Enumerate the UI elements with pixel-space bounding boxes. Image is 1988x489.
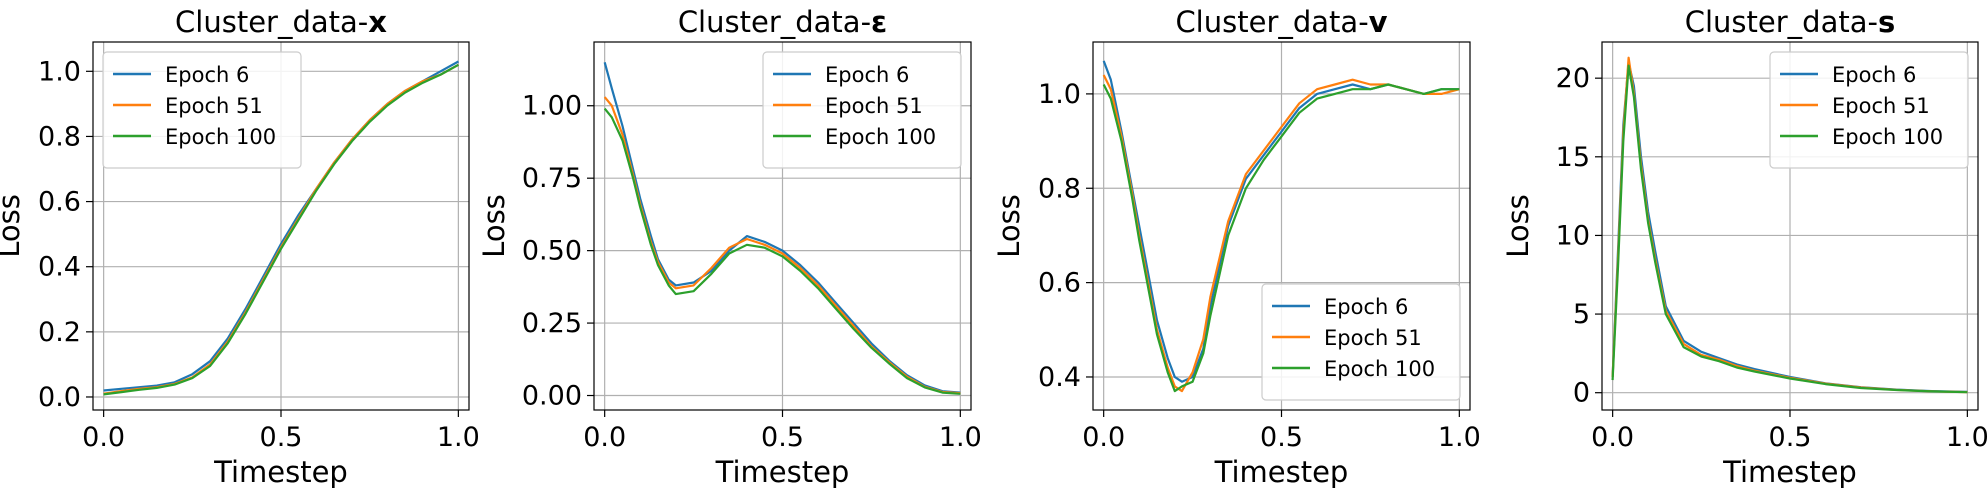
y-tick-label: 1.00 — [522, 91, 582, 122]
chart-panel-4: 0.0 0.5 1.0 0 5 10 15 20 Timestep Loss Cluster_dat… — [1501, 5, 1988, 489]
chart-title: Cluster_data-v — [1175, 5, 1387, 39]
y-axis-label: Loss — [0, 194, 26, 258]
series-line-epoch-100 — [1611, 64, 1968, 394]
chart-title: Cluster_data-ε — [678, 5, 887, 39]
x-axis-label: Timestep — [213, 455, 348, 489]
x-tick-label: 1.0 — [1946, 422, 1988, 453]
y-tick-label: 1.0 — [1038, 79, 1081, 110]
y-tick-label: 0.0 — [38, 382, 81, 413]
y-tick-label: 0.00 — [522, 381, 582, 412]
legend-label: Epoch 6 — [165, 63, 249, 87]
legend-label: Epoch 6 — [825, 63, 909, 87]
x-tick-label: 1.0 — [437, 422, 480, 453]
y-tick-label: 0.4 — [38, 252, 81, 283]
y-tick-label: 0.25 — [522, 308, 582, 339]
y-axis-label: Loss — [1501, 194, 1535, 258]
chart-title-symbol: s — [1878, 5, 1895, 39]
x-tick-label: 0.5 — [761, 422, 804, 453]
y-tick-label: 0.50 — [522, 236, 582, 267]
legend-label: Epoch 100 — [165, 125, 276, 149]
legend-label: Epoch 6 — [1324, 295, 1408, 319]
legend-label: Epoch 51 — [1832, 94, 1930, 118]
x-tick-label: 1.0 — [1438, 422, 1481, 453]
y-tick-label: 0.8 — [1038, 173, 1081, 204]
legend-label: Epoch 100 — [1832, 125, 1943, 149]
y-tick-label: 0.8 — [38, 121, 81, 152]
x-tick-label: 0.5 — [260, 422, 303, 453]
legend: Epoch 6 Epoch 51 Epoch 100 — [1769, 51, 1969, 169]
legend-frame — [102, 51, 302, 169]
y-tick-label: 0.4 — [1038, 362, 1081, 393]
chart-title-prefix: Cluster_data- — [1175, 5, 1368, 39]
y-axis-label: Loss — [992, 194, 1026, 258]
chart-panel-3: 0.0 0.5 1.0 0.4 0.6 0.8 1.0 Timestep Loss Cluster… — [992, 5, 1481, 489]
y-tick-label: 10 — [1556, 220, 1590, 251]
legend: Epoch 6 Epoch 51 Epoch 100 — [102, 51, 302, 169]
legend-label: Epoch 51 — [825, 94, 923, 118]
chart-panel-2: 0.0 0.5 1.0 0.00 0.25 0.50 0.75 1.00 Timestep Los… — [477, 5, 982, 489]
y-axis-label: Loss — [477, 194, 511, 258]
legend-frame — [1769, 51, 1969, 169]
x-axis-label: Timestep — [1214, 455, 1349, 489]
chart-title-symbol: v — [1369, 5, 1388, 39]
x-tick-label: 0.5 — [1769, 422, 1812, 453]
x-tick-label: 0.0 — [1591, 422, 1634, 453]
series-line-epoch-100 — [103, 63, 459, 396]
y-tick-label: 5 — [1573, 299, 1590, 330]
series-line-epoch-6 — [603, 62, 961, 394]
y-tick-label: 0.2 — [38, 317, 81, 348]
chart-title: Cluster_data-x — [175, 5, 387, 39]
chart-title-symbol: x — [368, 5, 387, 39]
y-tick-label: 15 — [1556, 142, 1590, 173]
chart-title-prefix: Cluster_data- — [175, 5, 368, 39]
chart-title-prefix: Cluster_data- — [678, 5, 871, 39]
legend: Epoch 6 Epoch 51 Epoch 100 — [1261, 283, 1461, 401]
chart-title-prefix: Cluster_data- — [1685, 5, 1878, 39]
x-tick-label: 0.0 — [583, 422, 626, 453]
x-axis-label: Timestep — [1722, 455, 1857, 489]
x-tick-label: 0.0 — [82, 422, 125, 453]
chart-title-symbol: ε — [871, 5, 887, 39]
y-tick-label: 0.6 — [38, 187, 81, 218]
legend-label: Epoch 51 — [1324, 326, 1422, 350]
x-tick-label: 1.0 — [939, 422, 982, 453]
legend: Epoch 6 Epoch 51 Epoch 100 — [762, 51, 962, 169]
legend-frame — [1261, 283, 1461, 401]
x-axis-label: Timestep — [715, 455, 850, 489]
x-tick-label: 0.5 — [1260, 422, 1303, 453]
y-tick-label: 1.0 — [38, 56, 81, 87]
series-line-epoch-100 — [1102, 83, 1460, 393]
legend-label: Epoch 51 — [165, 94, 263, 118]
y-tick-label: 20 — [1556, 63, 1590, 94]
legend-label: Epoch 100 — [825, 125, 936, 149]
y-tick-label: 0.6 — [1038, 268, 1081, 299]
legend-label: Epoch 100 — [1324, 357, 1435, 381]
x-tick-label: 0.0 — [1082, 422, 1125, 453]
series-line-epoch-100 — [603, 107, 961, 395]
legend-frame — [762, 51, 962, 169]
y-tick-label: 0 — [1573, 378, 1590, 409]
chart-title: Cluster_data-s — [1685, 5, 1895, 39]
y-tick-label: 0.75 — [522, 163, 582, 194]
chart-panel-1: 0.0 0.5 1.0 0.0 0.2 0.4 0.6 0.8 1.0 Timestep Loss C… — [0, 5, 480, 489]
legend-label: Epoch 6 — [1832, 63, 1916, 87]
